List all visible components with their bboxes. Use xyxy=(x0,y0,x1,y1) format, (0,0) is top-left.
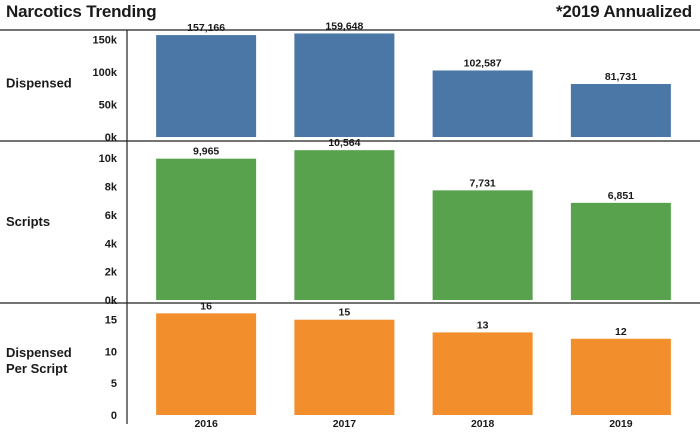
data-label: 6,851 xyxy=(608,190,634,202)
bar xyxy=(570,202,671,300)
bar xyxy=(432,70,533,137)
bar xyxy=(570,83,671,137)
x-tick-label: 2019 xyxy=(609,418,633,430)
x-tick-label: 2017 xyxy=(333,418,357,430)
data-label: 157,166 xyxy=(187,22,225,34)
data-label: 15 xyxy=(339,307,351,319)
y-tick-label: 4k xyxy=(105,238,118,250)
data-label: 13 xyxy=(477,319,489,331)
y-tick-label: 2k xyxy=(105,267,118,279)
y-tick-label: 0k xyxy=(105,132,118,144)
y-tick-label: 150k xyxy=(93,35,118,47)
y-tick-label: 5 xyxy=(111,378,117,390)
bar xyxy=(294,319,395,415)
chart-note: *2019 Annualized xyxy=(556,2,692,21)
y-tick-label: 8k xyxy=(105,182,118,194)
bar xyxy=(156,313,257,415)
data-label: 12 xyxy=(615,326,627,338)
y-tick-label: 50k xyxy=(99,100,118,112)
data-label: 102,587 xyxy=(464,57,502,69)
x-tick-label: 2016 xyxy=(194,418,218,430)
data-label: 16 xyxy=(200,300,212,312)
bar xyxy=(156,35,257,137)
data-label: 10,564 xyxy=(328,137,360,149)
y-tick-label: 6k xyxy=(105,210,118,222)
chart-title: Narcotics Trending xyxy=(6,2,157,21)
bar xyxy=(432,332,533,415)
y-tick-label: 100k xyxy=(93,67,118,79)
data-label: 159,648 xyxy=(325,20,363,32)
panel-label: Dispensed xyxy=(6,345,72,360)
panel-label: Scripts xyxy=(6,214,50,229)
y-tick-label: 0k xyxy=(105,295,118,307)
data-label: 9,965 xyxy=(193,146,219,158)
bar xyxy=(294,150,395,300)
y-tick-label: 10 xyxy=(105,346,117,358)
y-tick-label: 15 xyxy=(105,315,117,327)
bar xyxy=(156,158,257,300)
data-label: 7,731 xyxy=(469,177,495,189)
x-tick-label: 2018 xyxy=(471,418,495,430)
bar xyxy=(432,190,533,300)
y-tick-label: 10k xyxy=(99,153,118,165)
bar xyxy=(570,338,671,415)
bar xyxy=(294,33,395,138)
panel-label: Dispensed xyxy=(6,76,72,91)
y-tick-label: 0 xyxy=(111,410,117,422)
panel-label: Per Script xyxy=(6,361,68,376)
data-label: 81,731 xyxy=(605,71,637,83)
